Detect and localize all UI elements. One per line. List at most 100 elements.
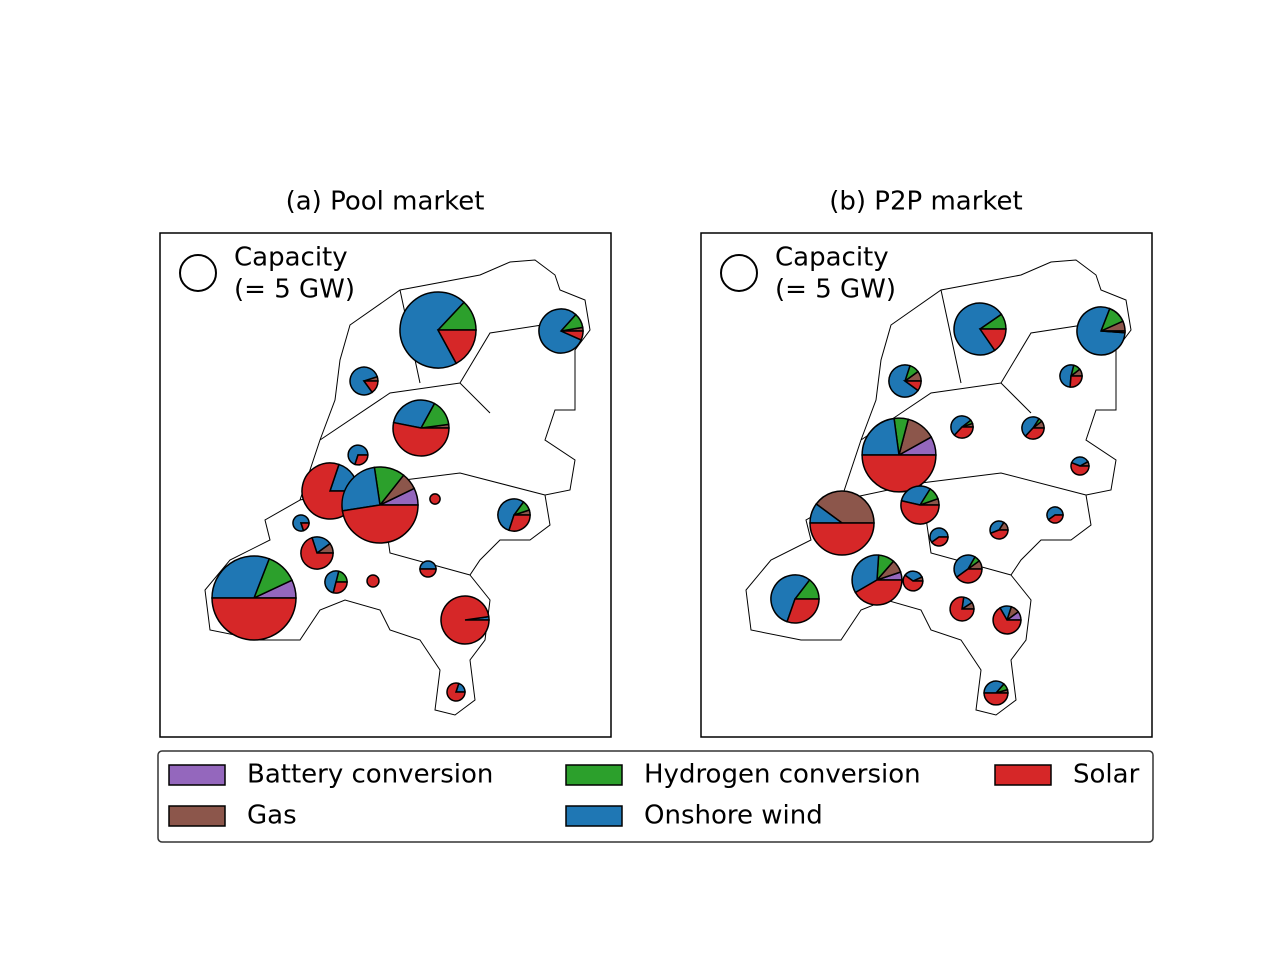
wedge: [989, 529, 1009, 540]
wedge: [953, 426, 974, 439]
pie: [324, 570, 348, 594]
wedge: [497, 498, 525, 532]
legend-box: [157, 750, 1154, 843]
wedge: [354, 454, 369, 466]
size-title: Capacity: [234, 243, 348, 273]
wedge: [211, 555, 271, 599]
wedge: [900, 485, 932, 506]
pie: [366, 574, 380, 588]
pie: [929, 527, 949, 547]
legend-label: Battery conversion: [247, 760, 493, 790]
panel-title: (a) Pool market: [286, 187, 485, 217]
panel-frame: [159, 232, 612, 738]
wedge: [953, 302, 1003, 356]
wedge: [1047, 514, 1064, 524]
legend-label: Onshore wind: [644, 801, 823, 831]
wedge: [292, 514, 310, 532]
pie: [497, 498, 531, 532]
wedge: [950, 415, 972, 437]
wedge: [538, 308, 583, 354]
wedge: [429, 493, 441, 505]
pie: [399, 291, 477, 369]
legend-swatch: [565, 764, 623, 786]
wedge: [1046, 506, 1064, 521]
pie: [341, 466, 419, 544]
wedge: [508, 514, 531, 532]
wedge: [953, 554, 976, 579]
wedge: [366, 574, 380, 588]
pie: [902, 570, 924, 592]
pie: [983, 680, 1009, 706]
legend-label: Gas: [247, 801, 297, 831]
pie: [861, 417, 937, 493]
size-title: Capacity: [775, 243, 889, 273]
wedge: [1069, 375, 1083, 388]
wedge: [902, 380, 922, 392]
pie: [446, 682, 466, 702]
pie: [770, 574, 820, 624]
wedge: [440, 595, 490, 645]
wedge: [211, 597, 297, 641]
wedge: [900, 499, 940, 525]
legend-label: Hydrogen conversion: [644, 760, 921, 790]
wedge: [854, 579, 903, 606]
legend-swatch: [565, 805, 623, 827]
pie: [1021, 416, 1045, 440]
pie: [809, 490, 875, 556]
size-label: (= 5 GW): [775, 275, 896, 305]
size-label: (= 5 GW): [234, 275, 355, 305]
pie: [392, 399, 450, 457]
wedge: [978, 328, 1007, 352]
wedge: [930, 536, 949, 547]
wedge: [770, 574, 811, 623]
wedge: [983, 680, 1005, 694]
size-reference: [179, 254, 217, 292]
pie: [347, 444, 369, 466]
wedge: [419, 568, 437, 578]
pie: [900, 485, 940, 525]
wedge: [332, 581, 348, 594]
wedge: [861, 454, 937, 493]
wedge: [809, 522, 875, 556]
legend-label: Solar: [1073, 760, 1140, 790]
legend-swatch: [168, 764, 226, 786]
pie: [888, 364, 922, 398]
pie: [349, 366, 379, 396]
pie: [538, 308, 584, 354]
wedge: [392, 399, 436, 429]
wedge: [851, 554, 880, 594]
panel-b: (b) P2P market Capacity (= 5 GW): [700, 187, 1153, 738]
pie: [1076, 306, 1126, 356]
wedge: [949, 596, 975, 622]
legend-swatch: [168, 805, 226, 827]
wedge: [989, 520, 1005, 535]
wedge: [888, 364, 920, 398]
wedge: [1070, 461, 1090, 476]
wedge: [983, 692, 1009, 706]
wedge: [1021, 416, 1041, 438]
panel-a: (a) Pool market Capacity (= 5 GW): [159, 187, 612, 738]
pie: [300, 536, 334, 570]
wedge: [324, 570, 340, 594]
wedge: [1024, 427, 1045, 440]
size-reference: [720, 254, 758, 292]
panel-frame: [700, 232, 1153, 738]
pie: [211, 555, 297, 641]
wedge: [341, 466, 381, 512]
map: [745, 259, 1132, 716]
pie: [1059, 364, 1083, 388]
wedge: [419, 560, 437, 570]
wedge: [392, 421, 450, 457]
pie: [429, 493, 441, 505]
pie: [440, 595, 490, 645]
wedge: [362, 380, 379, 394]
pie: [1070, 456, 1090, 476]
wedge: [560, 330, 584, 341]
pie: [292, 514, 310, 532]
panel-title: (b) P2P market: [829, 187, 1023, 217]
wedge: [446, 682, 466, 702]
pie: [950, 415, 974, 439]
wedge: [815, 490, 875, 524]
wedge: [786, 598, 820, 624]
